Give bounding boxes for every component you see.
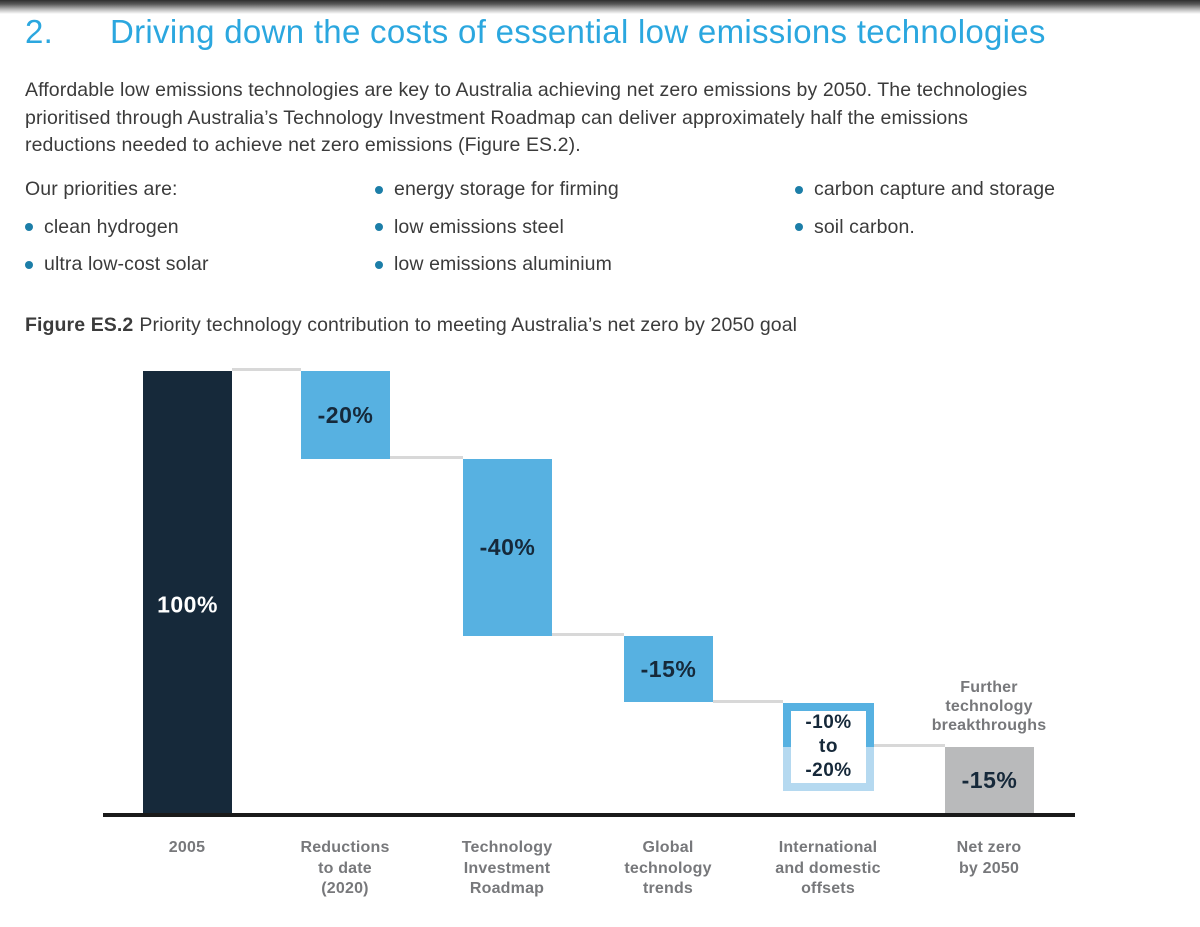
list-item: ultra low-cost solar bbox=[25, 253, 209, 275]
list-item-text: carbon capture and storage bbox=[814, 178, 1056, 200]
bar-value-label: -15% bbox=[640, 655, 697, 682]
bar-2005: 100% bbox=[143, 371, 232, 813]
intro-paragraph: Affordable low emissions technologies ar… bbox=[25, 79, 1028, 156]
bar-value-label: -40% bbox=[479, 534, 536, 560]
list-item: carbon capture and storage bbox=[795, 178, 1056, 200]
list-item-text: low emissions aluminium bbox=[394, 253, 612, 275]
bullet-icon bbox=[795, 185, 803, 194]
connector-line bbox=[390, 456, 463, 459]
priorities-column-2: energy storage for firming low emissions… bbox=[375, 178, 619, 292]
bullet-icon bbox=[375, 260, 383, 269]
figure-caption-label: Figure ES.2 bbox=[25, 314, 134, 336]
list-item: low emissions aluminium bbox=[375, 253, 619, 275]
figure-caption: Figure ES.2 Priority technology contribut… bbox=[25, 314, 797, 337]
list-item: energy storage for firming bbox=[375, 178, 619, 200]
bullet-icon bbox=[375, 185, 383, 194]
x-axis-label: International and domestic offsets bbox=[775, 839, 881, 897]
x-axis-label: 2005 bbox=[168, 839, 206, 856]
connector-line bbox=[552, 633, 624, 636]
bullet-icon bbox=[25, 223, 33, 231]
bar-value-label: 100% bbox=[157, 591, 218, 618]
bar-net-zero-by-2050: -15% bbox=[945, 747, 1034, 813]
bar-reductions-to-date-2020: -20% bbox=[301, 371, 390, 459]
bullet-icon bbox=[25, 260, 33, 269]
range-bar-inner bbox=[791, 711, 866, 783]
priorities-intro: Our priorities are: bbox=[25, 178, 209, 200]
x-axis-line bbox=[103, 813, 1075, 817]
page-top-shadow bbox=[0, 0, 1200, 14]
bar-international-and-domestic-offsets: -10% to -20% bbox=[783, 703, 874, 791]
waterfall-chart: 100% -20% -40% -15% -10% to -20% -15% 2005 Redu… bbox=[0, 360, 1200, 927]
bar-technology-investment-roadmap: -40% bbox=[463, 459, 552, 636]
annotation-further-technology-breakthroughs: Further technology breakthroughs bbox=[931, 679, 1047, 734]
list-item-text: soil carbon. bbox=[814, 215, 915, 238]
list-item-text: low emissions steel bbox=[394, 215, 564, 238]
priorities-intro-text: Our priorities are: bbox=[25, 178, 178, 200]
connector-line bbox=[874, 744, 945, 747]
bar-value-label: -10% to -20% bbox=[805, 712, 852, 781]
list-item-text: ultra low-cost solar bbox=[44, 253, 209, 275]
list-item-text: clean hydrogen bbox=[44, 215, 179, 238]
section-title: Driving down the costs of essential low … bbox=[110, 13, 1046, 50]
connector-line bbox=[232, 368, 301, 371]
x-axis-label: Technology Investment Roadmap bbox=[461, 839, 553, 897]
x-axis-label: Reductions to date (2020) bbox=[300, 839, 390, 897]
list-item-text: energy storage for firming bbox=[394, 178, 619, 200]
bullet-icon bbox=[795, 223, 803, 231]
x-axis-label: Global technology trends bbox=[624, 839, 712, 897]
priorities-column-1: Our priorities are: clean hydrogen ultra… bbox=[25, 178, 209, 292]
bullet-icon bbox=[375, 223, 383, 231]
list-item: low emissions steel bbox=[375, 215, 619, 238]
section-number: 2. bbox=[25, 13, 54, 50]
list-item: soil carbon. bbox=[795, 215, 1055, 238]
bar-value-label: -15% bbox=[961, 766, 1018, 793]
priorities-column-3: carbon capture and storage soil carbon. bbox=[795, 178, 1056, 254]
list-item: clean hydrogen bbox=[25, 215, 209, 238]
figure-caption-text: Priority technology contribution to meet… bbox=[139, 314, 798, 336]
bar-value-label: -20% bbox=[317, 401, 374, 428]
x-axis-label: Net zero by 2050 bbox=[956, 839, 1022, 877]
bar-global-technology-trends: -15% bbox=[624, 636, 713, 702]
connector-line bbox=[713, 700, 783, 703]
